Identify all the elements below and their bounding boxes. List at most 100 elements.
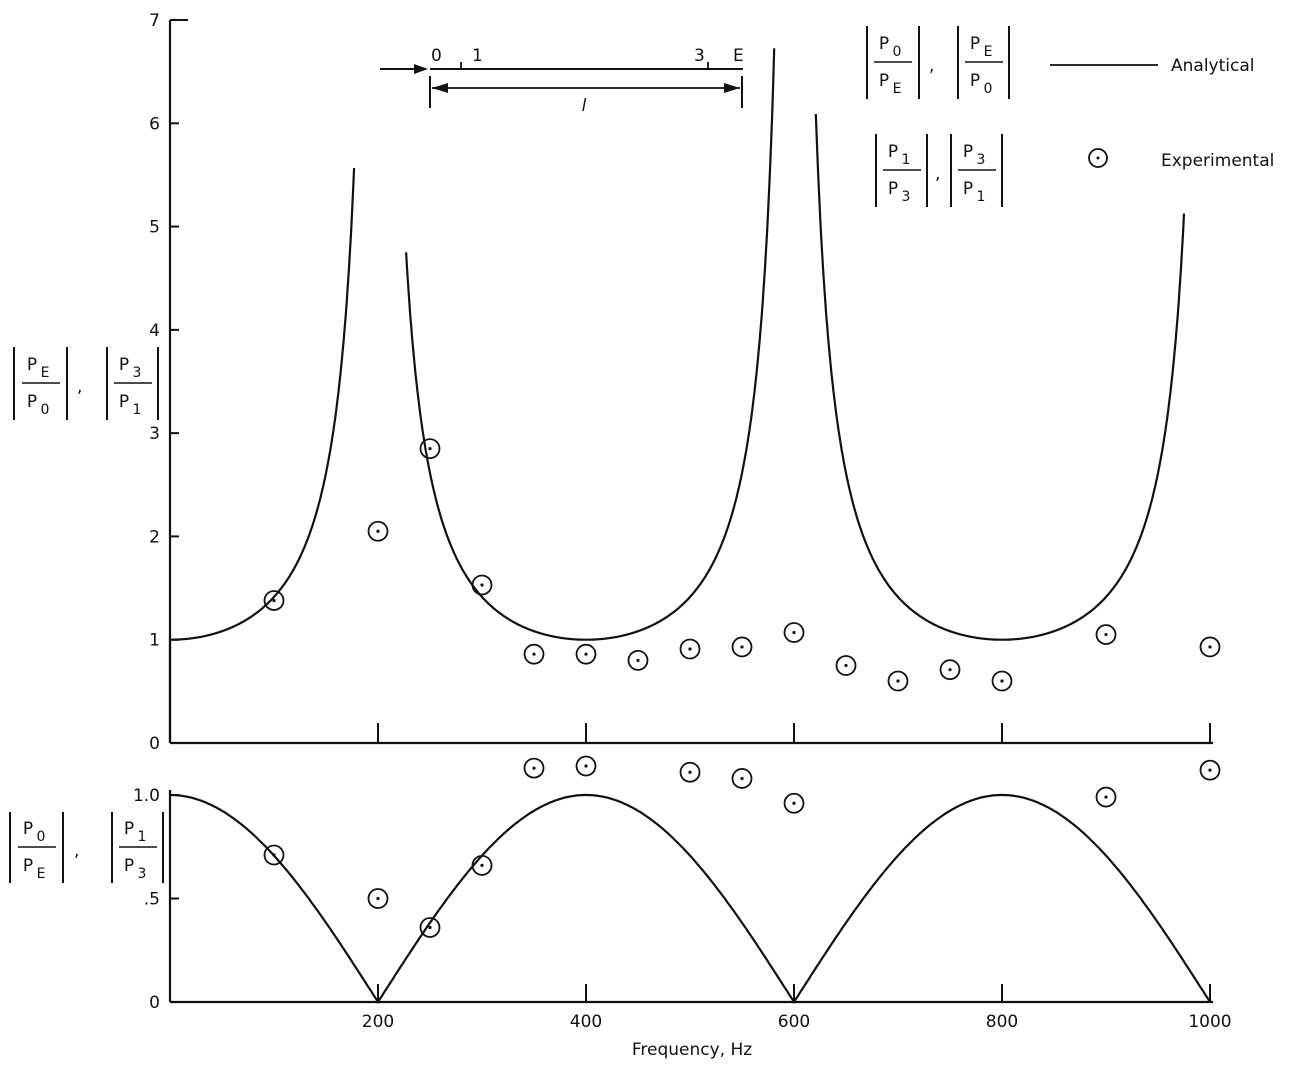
legend-ratio-d-den-sub: 1 bbox=[977, 189, 986, 205]
station-e-label: E bbox=[733, 46, 744, 66]
upper-experimental-point bbox=[939, 659, 961, 681]
legend-separator-2: , bbox=[935, 164, 940, 184]
lower-plot: 0 .5 1.0 200 400 600 800 1000 bbox=[133, 755, 1232, 1032]
upper-experimental-point bbox=[627, 649, 649, 671]
legend: P 0 P E , P E P 0 P 1 P 3 , P 3 P 1 Anal… bbox=[866, 26, 1274, 207]
legend-ratio-b-num: P bbox=[970, 34, 980, 54]
upper-experimental-point bbox=[471, 574, 493, 596]
upper-ylabel-b-den: P bbox=[119, 392, 129, 412]
station-1-label: 1 bbox=[472, 46, 483, 66]
lower-x-ticks: 200 400 600 800 1000 bbox=[362, 984, 1232, 1032]
legend-ratio-c-num: P bbox=[888, 142, 898, 162]
station-0-label: 0 bbox=[431, 46, 442, 66]
upper-experimental-point bbox=[575, 643, 597, 665]
upper-experimental-point-dot bbox=[1000, 679, 1004, 683]
upper-experimental-point-dot bbox=[948, 668, 952, 672]
upper-experimental-point-dot bbox=[584, 652, 588, 656]
legend-ratio-b-den-sub: 0 bbox=[984, 81, 993, 97]
upper-experimental-points bbox=[263, 438, 1221, 692]
upper-experimental-point bbox=[367, 520, 389, 542]
legend-ratio-b-den: P bbox=[970, 71, 980, 91]
lower-experimental-point bbox=[731, 768, 753, 789]
lower-ylabel-b-den-sub: 3 bbox=[138, 866, 147, 882]
legend-ratio-c-num-sub: 1 bbox=[902, 152, 911, 168]
lower-ylabel-a-den-sub: E bbox=[37, 866, 46, 882]
upper-experimental-point-dot bbox=[896, 679, 900, 683]
upper-ylabel-separator: , bbox=[77, 377, 82, 397]
x-axis-label: Frequency, Hz bbox=[632, 1040, 752, 1060]
lower-experimental-point bbox=[679, 761, 701, 783]
legend-experimental-marker-dot bbox=[1096, 156, 1100, 160]
lower-analytical-curve bbox=[170, 793, 1211, 1005]
legend-ratio-d-den: P bbox=[963, 179, 973, 199]
upper-experimental-point bbox=[783, 622, 805, 643]
upper-ylabel-b-den-sub: 1 bbox=[133, 402, 142, 418]
legend-analytical-label: Analytical bbox=[1171, 56, 1254, 76]
upper-experimental-point-dot bbox=[428, 447, 432, 451]
lower-ylabel-a-den: P bbox=[23, 856, 33, 876]
legend-ratio-d-num-sub: 3 bbox=[977, 152, 986, 168]
upper-y-tick-label: 7 bbox=[149, 11, 160, 31]
dimension-arrow-right-icon bbox=[724, 83, 740, 93]
upper-experimental-point bbox=[731, 636, 753, 658]
lower-experimental-points bbox=[263, 755, 1221, 938]
upper-y-tick-label: 3 bbox=[149, 424, 160, 444]
lower-experimental-point-dot bbox=[792, 801, 796, 805]
lower-experimental-point bbox=[1095, 786, 1117, 808]
dimension-arrow-left-icon bbox=[432, 83, 448, 93]
lower-ylabel-a-num-sub: 0 bbox=[37, 829, 46, 845]
legend-ratio-a-den: P bbox=[879, 71, 889, 91]
upper-analytical-curve bbox=[168, 48, 1186, 743]
upper-experimental-point bbox=[835, 655, 857, 676]
upper-experimental-point-dot bbox=[740, 645, 744, 649]
upper-y-tick-label: 4 bbox=[149, 321, 160, 341]
lower-x-tick-label: 200 bbox=[362, 1012, 394, 1032]
lower-y-tick-label: 0 bbox=[149, 993, 160, 1013]
upper-experimental-point-dot bbox=[1104, 632, 1108, 637]
upper-experimental-point bbox=[263, 590, 285, 611]
lower-y-ticks: 0 .5 1.0 bbox=[133, 786, 179, 1013]
upper-experimental-point bbox=[991, 670, 1013, 692]
legend-ratio-d-num: P bbox=[963, 142, 973, 162]
lower-y-tick-label: 1.0 bbox=[133, 786, 160, 806]
upper-ylabel-a-num-sub: E bbox=[41, 365, 50, 381]
lower-x-tick-label: 400 bbox=[570, 1012, 602, 1032]
upper-experimental-point-dot bbox=[792, 630, 796, 635]
legend-ratio-b-num-sub: E bbox=[984, 44, 993, 60]
legend-ratio-c-den-sub: 3 bbox=[902, 189, 911, 205]
upper-y-tick-label: 5 bbox=[149, 218, 160, 238]
upper-x-ticks bbox=[377, 723, 1211, 743]
upper-experimental-point-dot bbox=[272, 598, 276, 603]
upper-experimental-point bbox=[1199, 636, 1221, 658]
lower-experimental-point-dot bbox=[1208, 768, 1212, 772]
upper-experimental-point bbox=[419, 438, 441, 460]
upper-experimental-point bbox=[1095, 624, 1117, 645]
upper-experimental-point-dot bbox=[532, 652, 536, 656]
upper-ylabel-a-den-sub: 0 bbox=[41, 402, 50, 418]
inlet-arrow-head-icon bbox=[414, 64, 428, 74]
upper-experimental-point-dot bbox=[636, 658, 640, 662]
lower-experimental-point bbox=[575, 755, 597, 777]
lower-experimental-point bbox=[367, 888, 389, 909]
upper-experimental-point bbox=[887, 670, 909, 692]
lower-ylabel-b-den: P bbox=[124, 856, 134, 876]
station-3-label: 3 bbox=[694, 46, 705, 66]
legend-ratio-a-den-sub: E bbox=[893, 81, 902, 97]
upper-y-tick-label: 1 bbox=[149, 631, 160, 651]
lower-experimental-point bbox=[419, 917, 441, 938]
upper-y-tick-label: 2 bbox=[149, 527, 160, 547]
lower-experimental-point bbox=[1199, 759, 1221, 781]
lower-x-tick-label: 1000 bbox=[1188, 1012, 1231, 1032]
lower-experimental-point bbox=[783, 792, 805, 814]
lower-y-tick-label: .5 bbox=[144, 890, 160, 910]
duct-schematic: 0 1 3 E l bbox=[380, 46, 744, 116]
upper-experimental-point-dot bbox=[480, 583, 484, 587]
lower-y-label: P 0 P E , P 1 P 3 bbox=[9, 812, 164, 883]
upper-experimental-point-dot bbox=[376, 529, 380, 533]
legend-ratio-a-num-sub: 0 bbox=[893, 44, 902, 60]
lower-experimental-point-dot bbox=[428, 925, 432, 930]
lower-ylabel-a-num: P bbox=[23, 819, 33, 839]
upper-ylabel-b-num-sub: 3 bbox=[133, 365, 142, 381]
duct-length-label: l bbox=[582, 96, 587, 116]
